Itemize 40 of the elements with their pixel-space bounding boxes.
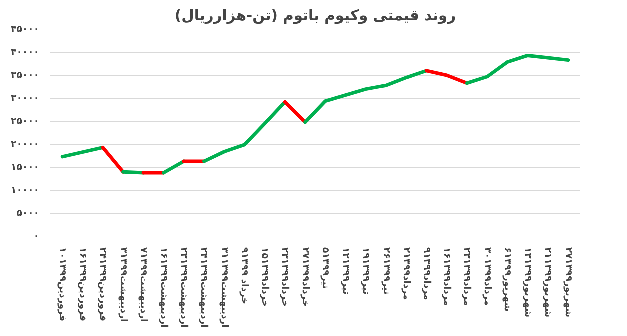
x-tick-label: ۱۰فروردین۱۳۹۹ [57,248,68,322]
line-series [304,69,429,124]
x-tick-label: ۱۲تیر۱۳۹۹ [340,248,352,295]
y-tick-label: ۳۵۰۰۰ [11,70,40,81]
x-tick-label: ۶شهریور۱۳۹۹ [502,248,514,312]
x-tick-label: ۲۷خرداد۱۳۹۹ [300,248,311,307]
x-tick-label: ۳۱اردیبهشت۱۳۹۹ [218,248,230,328]
x-tick-label: ۲۳خرداد۱۳۹۹ [280,248,291,307]
x-tick-label: ۱۶اردیبهشت۱۳۹۹ [158,248,170,328]
x-tick-label: ۵تیر۱۳۹۹ [320,248,332,290]
y-tick-label: ۳۰۰۰۰ [11,93,40,104]
y-tick-label: ۱۰۰۰۰ [11,185,40,196]
x-tick-label: ۲۴فروردین۱۳۹۹ [98,248,109,322]
y-tick-label: ۰ [34,231,40,242]
x-tick-label: ۲۷شهریور۱۳۹۹ [562,248,574,318]
x-tick-label: ۹مرداد۱۳۹۹ [421,248,432,301]
x-tick-label: ۱۵خرداد۱۳۹۹ [259,248,270,307]
x-tick-label: ۱۶مرداد۱۳۹۹ [441,248,452,306]
y-tick-label: ۱۵۰۰۰ [11,162,40,173]
x-tick-label: ۱۹تیر۱۳۹۹ [360,248,372,295]
x-tick-label: ۲۶تیر۱۳۹۹ [380,248,392,295]
x-tick-label: ۲مرداد۱۳۹۹ [401,248,412,301]
y-tick-label: ۵۰۰۰ [16,208,40,219]
y-tick-label: ۲۰۰۰۰ [11,139,40,150]
x-tick-label: ۱۳شهریور۱۳۹۹ [522,248,534,318]
x-tick-label: ۲۴اردیبهشت۱۳۹۹ [198,248,210,328]
line-series [465,54,570,86]
y-tick-label: ۴۵۰۰۰ [11,24,40,35]
x-tick-label: ۷اردیبهشت۱۳۹۹ [138,248,150,322]
y-tick-label: ۲۵۰۰۰ [11,116,40,127]
x-tick-label: ۱۶فروردین۱۳۹۹ [77,248,88,322]
x-tick-label: ۳۰مرداد۱۳۹۹ [482,248,493,306]
x-tick-label: ۲۱شهریور۱۳۹۹ [542,248,554,318]
x-tick-label: ۲۳اردیبهشت۱۳۹۹ [178,248,190,328]
y-tick-label: ۴۰۰۰۰ [11,47,40,58]
x-tick-label: ۲۳مرداد۱۳۹۹ [462,248,473,306]
x-tick-label: ۹خرداد ۱۳۹۹ [239,248,250,305]
chart-title: روند قیمتی وکیوم باتوم (تن-هزارریال) [174,8,456,24]
x-tick-label: ۳اردیبهشت۱۳۹۹ [118,248,129,322]
line-series [202,100,287,164]
